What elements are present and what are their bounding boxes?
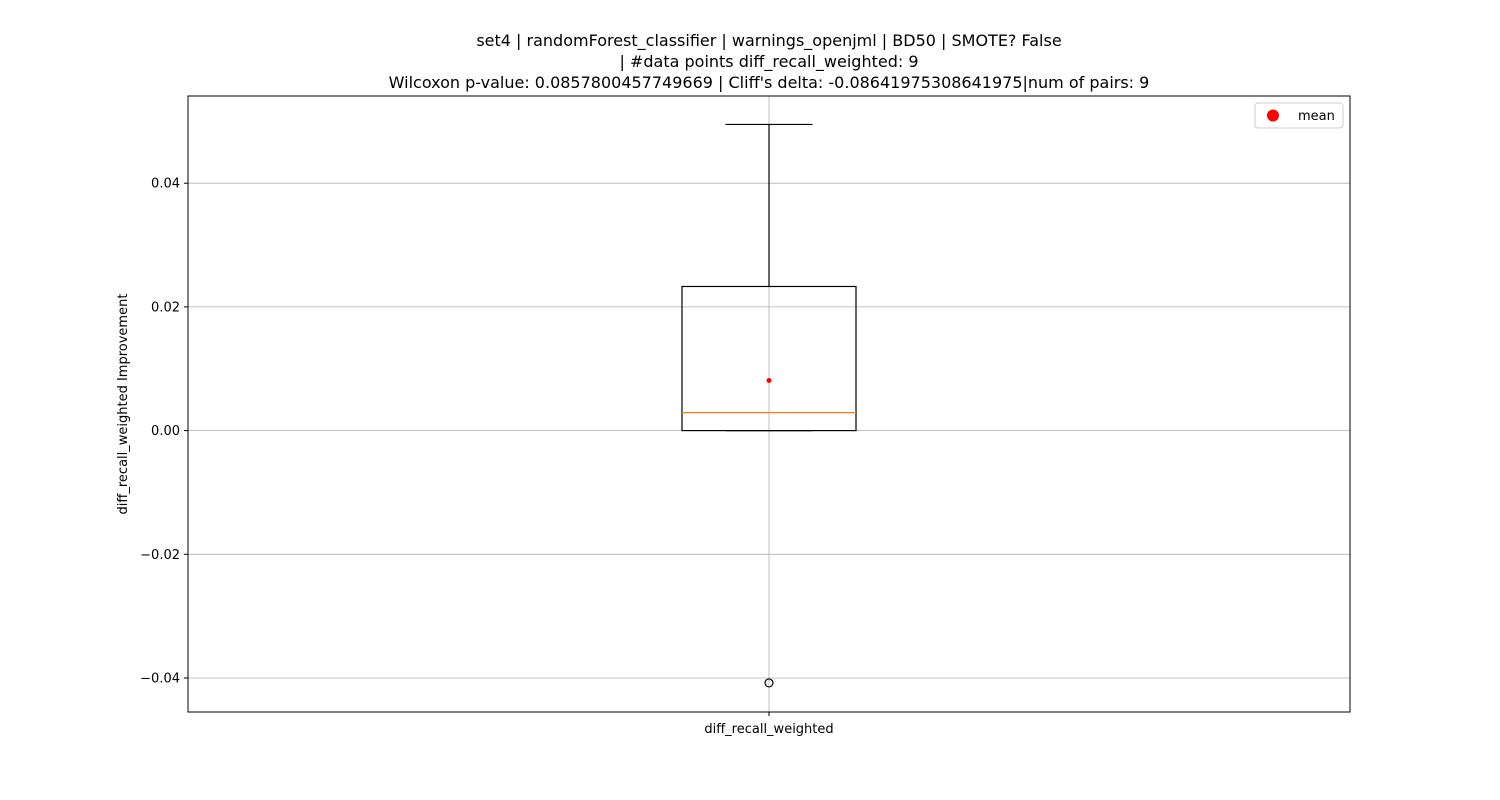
legend-mean-marker: [1267, 109, 1279, 122]
outlier-point: [764, 678, 774, 688]
y-tick-label: −0.04: [140, 671, 180, 686]
legend: mean: [1254, 102, 1344, 129]
legend-mean-label: mean: [1298, 109, 1335, 124]
chart-title-line-2: | #data points diff_recall_weighted: 9: [619, 52, 919, 71]
y-tick-label: 0.04: [151, 177, 180, 192]
y-axis-ticks: −0.04 −0.02 0.00 0.02 0.04: [140, 177, 188, 686]
x-axis-ticks: diff_recall_weighted: [704, 712, 834, 737]
y-tick-label: 0.02: [151, 300, 180, 315]
x-tick-label: diff_recall_weighted: [704, 722, 833, 737]
y-tick-label: −0.02: [140, 548, 180, 563]
y-axis-label: diff_recall_weighted Improvement: [116, 294, 131, 515]
chart-title: set4 | randomForest_classifier | warning…: [0, 30, 1500, 93]
interquartile-box: [681, 285, 857, 432]
mean-point: [766, 377, 772, 383]
legend-frame: [1254, 102, 1344, 129]
chart-title-line-1: set4 | randomForest_classifier | warning…: [476, 31, 1062, 50]
y-tick-label: 0.00: [151, 424, 180, 439]
box-elements: [681, 123, 857, 688]
chart-title-line-3: Wilcoxon p-value: 0.0857800457749669 | C…: [388, 73, 1150, 92]
